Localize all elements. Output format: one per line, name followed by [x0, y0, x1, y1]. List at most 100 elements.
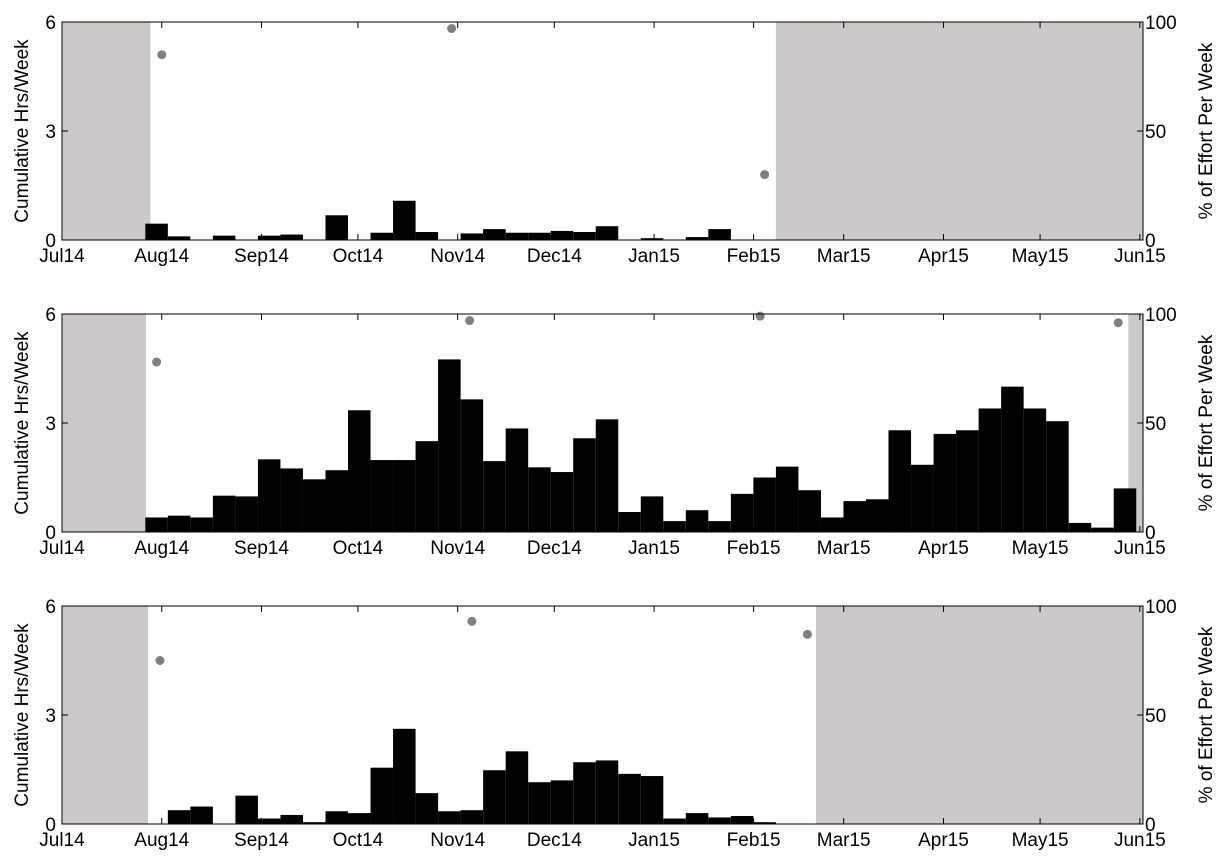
y2-axis-label: % of Effort Per Week: [1196, 626, 1217, 803]
bar: [438, 359, 461, 532]
y2-tick-label: 0: [1145, 523, 1156, 544]
x-tick-label: Jan15: [628, 246, 680, 267]
x-tick-label: Mar15: [817, 246, 871, 267]
bar: [1113, 488, 1137, 532]
bar: [505, 751, 529, 824]
bar: [460, 399, 484, 532]
y-axis-label: Cumulative Hrs/Week: [12, 39, 33, 223]
x-tick-label: Feb15: [727, 830, 781, 851]
bar: [730, 493, 754, 532]
bar: [370, 460, 394, 532]
bar: [640, 238, 664, 240]
bar: [978, 408, 1002, 532]
x-tick-label: Oct14: [333, 830, 384, 851]
effort-point: [157, 50, 167, 60]
bar: [550, 472, 574, 532]
bar: [483, 229, 506, 240]
bar: [573, 762, 596, 824]
y2-tick-label: 50: [1145, 414, 1166, 435]
y2-tick-label: 0: [1145, 815, 1156, 836]
no-effort-region: [775, 22, 1143, 240]
bar: [483, 461, 506, 532]
bar: [348, 813, 371, 824]
x-tick-label: Feb15: [727, 538, 781, 559]
x-tick-label: Mar15: [817, 538, 871, 559]
y-axis-label: Cumulative Hrs/Week: [12, 623, 33, 807]
bar: [956, 430, 979, 532]
bar: [1023, 408, 1047, 532]
bar: [325, 470, 349, 532]
x-tick-label: Sep14: [234, 830, 289, 851]
y2-tick-label: 50: [1145, 706, 1166, 727]
bar: [933, 433, 957, 532]
bar: [865, 499, 889, 532]
x-tick-label: Sep14: [234, 538, 289, 559]
x-tick-label: May15: [1012, 830, 1069, 851]
bar: [820, 517, 844, 532]
bar: [393, 460, 416, 532]
bar: [483, 770, 506, 824]
bar: [730, 816, 754, 824]
bar: [775, 466, 799, 532]
y-tick-label: 0: [45, 815, 56, 836]
no-effort-region: [1128, 314, 1143, 532]
x-tick-label: Apr15: [918, 830, 969, 851]
y2-axis-label: % of Effort Per Week: [1196, 42, 1217, 219]
x-tick-label: Aug14: [134, 246, 189, 267]
bar: [235, 496, 258, 532]
y-tick-label: 6: [45, 13, 56, 34]
effort-point: [1113, 318, 1123, 328]
y2-tick-label: 0: [1145, 231, 1156, 252]
x-tick-label: May15: [1012, 538, 1069, 559]
x-tick-label: Oct14: [333, 538, 384, 559]
bar: [708, 521, 731, 532]
bar: [685, 510, 709, 532]
bar: [1068, 522, 1092, 532]
bar: [167, 810, 191, 824]
bar: [438, 811, 461, 824]
y2-tick-label: 100: [1145, 597, 1177, 618]
x-tick-label: Mar15: [817, 830, 871, 851]
bar: [190, 806, 213, 824]
x-tick-label: Nov14: [430, 538, 485, 559]
x-tick-label: Jul14: [39, 246, 85, 267]
x-tick-label: Dec14: [527, 830, 582, 851]
bar: [212, 235, 236, 240]
bar: [280, 468, 303, 532]
y-tick-label: 0: [45, 231, 56, 252]
x-tick-label: Oct14: [333, 246, 384, 267]
bar: [257, 459, 281, 532]
bar: [460, 233, 484, 240]
y-tick-label: 0: [45, 523, 56, 544]
x-tick-label: Nov14: [430, 246, 485, 267]
y-tick-label: 3: [45, 706, 56, 727]
y2-tick-label: 50: [1145, 122, 1166, 143]
bar: [573, 232, 596, 240]
bar: [257, 818, 281, 824]
x-tick-label: Sep14: [234, 246, 289, 267]
effort-point: [467, 616, 477, 626]
x-tick-label: Nov14: [430, 830, 485, 851]
x-tick-label: Aug14: [134, 538, 189, 559]
x-tick-label: Apr15: [918, 538, 969, 559]
no-effort-region: [62, 22, 151, 240]
bar: [573, 438, 596, 532]
y-tick-label: 6: [45, 597, 56, 618]
x-tick-label: May15: [1012, 246, 1069, 267]
effort-point: [755, 311, 765, 321]
bar: [460, 810, 484, 824]
x-tick-label: Jan15: [628, 538, 680, 559]
panel: Jul14 Aug14 Sep14 Oct14 Nov14 Dec14 Jan15 Feb15…: [12, 597, 1217, 851]
bar: [325, 215, 349, 240]
bar: [393, 200, 416, 240]
panel: Jul14 Aug14 Sep14 Oct14 Nov14 Dec14 Jan15 Feb15…: [12, 305, 1217, 559]
y-tick-label: 6: [45, 305, 56, 326]
panel: Jul14 Aug14 Sep14 Oct14 Nov14 Dec14 Jan15 Feb15…: [12, 13, 1217, 267]
bar: [911, 464, 934, 532]
y-axis-label: Cumulative Hrs/Week: [12, 331, 33, 515]
bar: [212, 495, 236, 532]
effort-point: [760, 170, 770, 180]
bar: [280, 234, 303, 240]
bar: [708, 817, 731, 824]
